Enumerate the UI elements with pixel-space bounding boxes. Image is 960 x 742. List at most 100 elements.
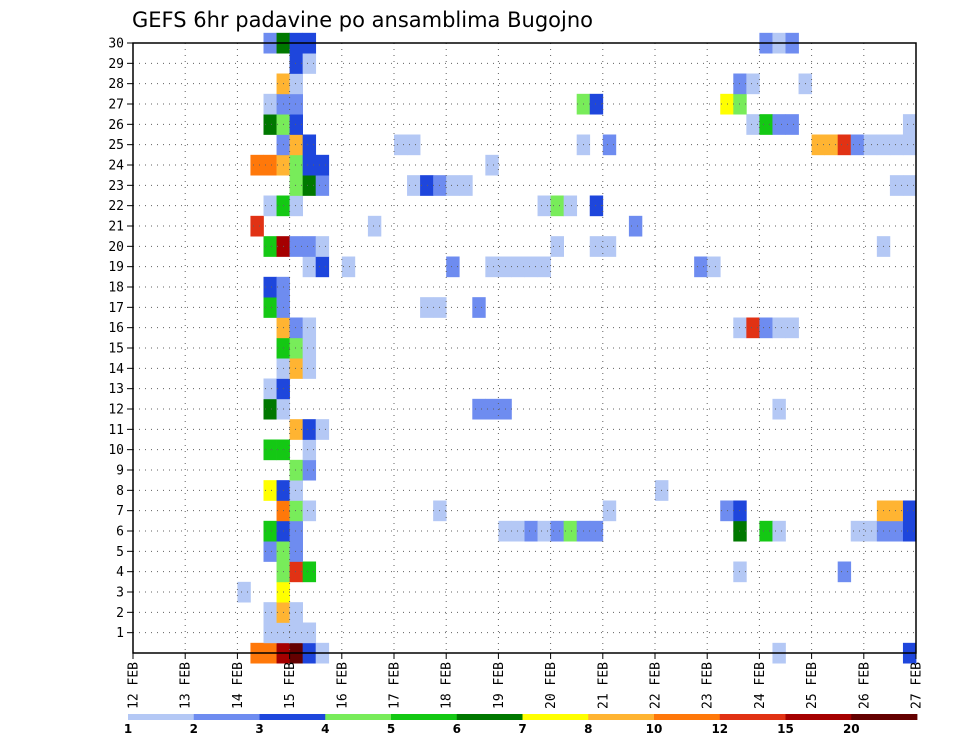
heatmap-cell — [446, 256, 460, 278]
heatmap-cell — [302, 500, 317, 522]
heatmap-cell — [263, 602, 277, 623]
heatmap-cell — [863, 520, 878, 542]
legend-swatch — [719, 714, 786, 720]
heatmap-cell — [524, 520, 538, 542]
heatmap-cell — [407, 175, 421, 196]
x-tick-label: 16 FEB — [335, 662, 350, 709]
heatmap-cell — [237, 581, 251, 603]
heatmap-cell — [302, 53, 317, 74]
heatmap-cell — [602, 236, 617, 257]
heatmap-cell — [785, 317, 799, 339]
y-tick-label: 3 — [116, 586, 124, 601]
heatmap-cell — [889, 520, 904, 542]
legend-swatch — [522, 714, 589, 720]
heatmap-cell — [315, 175, 330, 196]
heatmap-cell — [459, 175, 473, 196]
heatmap-cell — [263, 378, 277, 400]
heatmap-cell — [263, 622, 277, 644]
heatmap-cell — [902, 134, 917, 156]
heatmap-cell — [889, 134, 904, 156]
y-tick-label: 7 — [116, 504, 124, 519]
x-tick-label: 21 FEB — [596, 662, 611, 709]
color-legend: 1 2 3 4 5 6 7 8 10 12 15 20 — [124, 714, 918, 736]
heatmap-cells — [237, 32, 917, 664]
legend-swatch — [588, 714, 655, 720]
heatmap-cell — [472, 398, 486, 420]
heatmap-cell — [824, 134, 839, 156]
legend-swatch — [456, 714, 523, 720]
legend-label: 7 — [518, 722, 526, 736]
heatmap-cell — [746, 73, 760, 95]
x-tick-label: 15 FEB — [283, 662, 298, 709]
heatmap-cell — [289, 175, 303, 196]
heatmap-cell — [589, 520, 604, 542]
heatmap-cell — [550, 236, 564, 257]
heatmap-cell — [263, 93, 277, 115]
heatmap-cell — [289, 459, 303, 481]
x-tick-label: 22 FEB — [649, 662, 664, 709]
x-tick-label: 25 FEB — [805, 662, 820, 709]
y-tick-label: 26 — [108, 118, 124, 133]
legend-label: 1 — [124, 722, 132, 736]
heatmap-cell — [250, 154, 264, 176]
heatmap-cell — [485, 398, 499, 420]
legend-swatch — [785, 714, 852, 720]
heatmap-cell — [524, 256, 538, 278]
heatmap-cell — [550, 195, 564, 217]
heatmap-cell — [902, 520, 917, 542]
legend-swatch — [128, 714, 195, 720]
heatmap-cell — [394, 134, 408, 156]
heatmap-cell — [759, 317, 773, 339]
y-tick-label: 10 — [108, 443, 124, 458]
heatmap-cell — [302, 622, 317, 644]
heatmap-cell — [537, 256, 551, 278]
y-tick-label: 12 — [108, 403, 124, 418]
y-tick-label: 21 — [108, 220, 124, 235]
y-tick-label: 20 — [108, 240, 124, 255]
heatmap-cell — [759, 520, 773, 542]
y-tick-label: 16 — [108, 321, 124, 336]
y-tick-label: 5 — [116, 545, 124, 560]
heatmap-cell — [302, 459, 317, 481]
heatmap-cell — [302, 256, 317, 278]
heatmap-cell — [772, 114, 786, 135]
heatmap-cell — [759, 114, 773, 135]
heatmap-cell — [302, 439, 317, 461]
heatmap-cell — [315, 154, 330, 176]
x-tick-label: 27 FEB — [910, 662, 925, 709]
heatmap-cell — [850, 134, 865, 156]
heatmap-cell — [289, 337, 303, 359]
heatmap-cell — [263, 297, 277, 318]
legend-swatch — [193, 714, 260, 720]
heatmap-cell — [589, 236, 604, 257]
heatmap-cell — [720, 93, 734, 115]
heatmap-cell — [250, 215, 264, 237]
heatmap-cell — [289, 114, 303, 135]
x-tick-label: 20 FEB — [544, 662, 559, 709]
heatmap-cell — [785, 114, 799, 135]
heatmap-cell — [485, 256, 499, 278]
y-tick-label: 15 — [108, 342, 124, 357]
heatmap-cell — [302, 175, 317, 196]
y-tick-label: 17 — [108, 301, 124, 316]
heatmap-cell — [889, 175, 904, 196]
heatmap-cell — [289, 195, 303, 217]
y-tick-label: 23 — [108, 179, 124, 194]
heatmap-cell — [537, 195, 551, 217]
heatmap-cell — [550, 520, 564, 542]
heatmap-cell — [263, 195, 277, 217]
x-tick-label: 19 FEB — [492, 662, 507, 709]
y-tick-label: 22 — [108, 199, 124, 214]
y-tick-label: 1 — [116, 626, 124, 641]
heatmap-cell — [589, 195, 604, 217]
heatmap-cell — [289, 419, 303, 440]
heatmap-cell — [289, 480, 303, 501]
y-tick-label: 2 — [116, 606, 124, 621]
heatmap-cell — [263, 398, 277, 420]
heatmap-cell — [407, 134, 421, 156]
y-tick-label: 11 — [108, 423, 124, 438]
heatmap-cell — [315, 256, 330, 278]
heatmap-cell — [902, 500, 917, 522]
y-tick-label: 30 — [108, 37, 124, 52]
heatmap-cell — [289, 358, 303, 379]
